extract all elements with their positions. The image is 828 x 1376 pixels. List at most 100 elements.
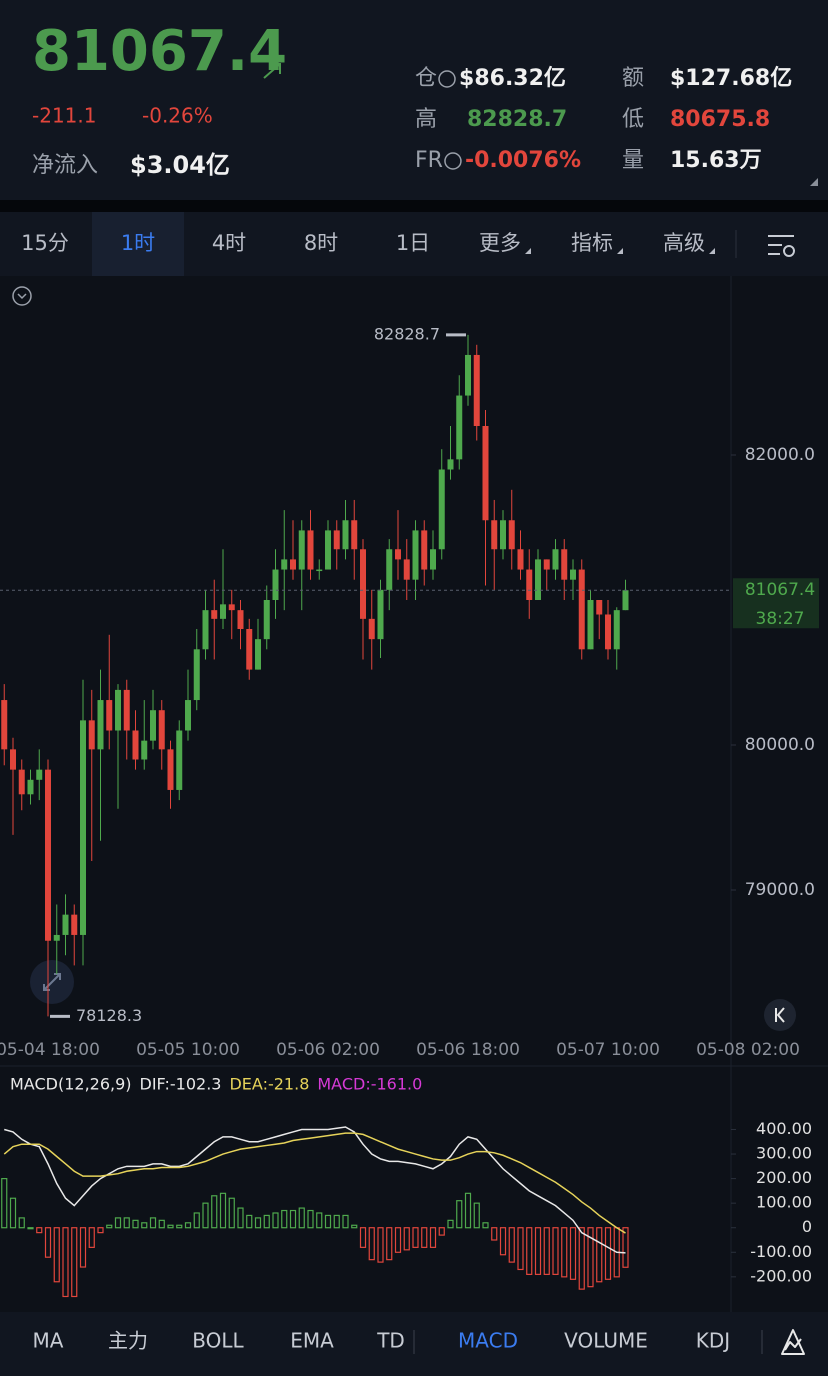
- candle-body: [45, 769, 51, 941]
- candle-body: [535, 559, 541, 600]
- macd-bar: [62, 1227, 69, 1298]
- candle-body: [298, 530, 305, 570]
- candle-body: [193, 649, 200, 701]
- candle-body: [62, 914, 69, 935]
- min-label: 78128.3: [76, 1006, 142, 1025]
- stat-value: 15.63万: [670, 148, 762, 173]
- macd-bar: [27, 1227, 34, 1230]
- back-to-latest[interactable]: [764, 999, 796, 1031]
- x-tick-label: 05-06 02:00: [276, 1040, 380, 1060]
- interval-tab[interactable]: 15分: [21, 231, 69, 255]
- interval-tab[interactable]: 1日: [396, 231, 430, 255]
- stat-label: 额: [622, 66, 644, 91]
- candle-body: [578, 569, 585, 650]
- candle-body: [211, 610, 218, 619]
- macd-bar: [543, 1227, 550, 1275]
- macd-bar: [167, 1224, 174, 1229]
- candle-body: [438, 469, 445, 550]
- info-icon[interactable]: [438, 70, 456, 88]
- macd-bar: [237, 1207, 244, 1229]
- candle-body: [272, 569, 279, 600]
- indicator-tab[interactable]: EMA: [290, 1329, 334, 1353]
- candle-body: [561, 549, 568, 580]
- macd-bar: [359, 1227, 367, 1248]
- x-tick-label: 05-08 02:00: [696, 1040, 800, 1060]
- macd-bar: [578, 1227, 585, 1290]
- candle-body: [570, 569, 576, 580]
- indicator-tab[interactable]: KDJ: [696, 1329, 730, 1353]
- stat-value: 82828.7: [467, 107, 567, 132]
- back-icon: [775, 1007, 785, 1023]
- candle-body: [255, 639, 261, 670]
- candle-body: [185, 700, 191, 731]
- interval-tab[interactable]: 8时: [304, 231, 338, 255]
- macd-bar: [254, 1217, 262, 1229]
- interval-tab[interactable]: 1时: [121, 231, 155, 255]
- macd-bar: [193, 1212, 200, 1229]
- draw-tool-icon[interactable]: [781, 1329, 805, 1355]
- candle-body: [106, 700, 113, 731]
- candle-body: [447, 459, 454, 470]
- legend-entry: DEA:-21.8: [229, 1075, 309, 1094]
- candle-body: [517, 549, 524, 570]
- macd-bar: [114, 1217, 122, 1229]
- macd-bar: [368, 1227, 375, 1261]
- candle-body: [587, 600, 594, 650]
- macd-bar: [88, 1227, 95, 1248]
- candle-body: [482, 426, 489, 521]
- interval-tab[interactable]: 4时: [212, 231, 246, 255]
- indicator-tab[interactable]: VOLUME: [564, 1329, 648, 1353]
- candle-body: [596, 600, 603, 615]
- candle-body: [465, 354, 471, 396]
- candle-body: [53, 934, 60, 941]
- macd-bar: [386, 1227, 393, 1261]
- macd-bar: [202, 1202, 209, 1229]
- macd-title: MACD(12,26,9): [10, 1075, 132, 1094]
- macd-bar: [561, 1227, 568, 1278]
- stat-label: 高: [415, 107, 437, 132]
- x-tick-label: 05-06 18:00: [416, 1040, 520, 1060]
- candle-body: [403, 559, 410, 580]
- macd-bar: [622, 1227, 629, 1268]
- indicator-tab[interactable]: TD: [376, 1329, 405, 1353]
- settings-icon[interactable]: [768, 235, 795, 257]
- indicator-tab[interactable]: MA: [33, 1329, 64, 1353]
- collapse-icon[interactable]: [12, 286, 32, 306]
- interval-tab[interactable]: 更多: [479, 231, 521, 255]
- macd-bar: [9, 1197, 17, 1229]
- indicator-tab[interactable]: BOLL: [192, 1329, 244, 1353]
- dropdown-triangle: [709, 248, 715, 254]
- macd-bar: [464, 1192, 472, 1229]
- macd-bar: [272, 1212, 279, 1229]
- candle-body: [123, 689, 130, 731]
- interval-tab[interactable]: 指标: [571, 231, 613, 255]
- candle-body: [412, 530, 419, 580]
- y-tick-label: 100.00: [756, 1193, 812, 1212]
- macd-bar: [18, 1217, 25, 1229]
- info-icon[interactable]: [444, 152, 462, 170]
- macd-bar: [36, 1227, 43, 1234]
- y-tick-label: 300.00: [756, 1144, 812, 1163]
- candle-body: [368, 618, 375, 640]
- y-tick-label: 80000.0: [745, 735, 815, 755]
- indicator-tab[interactable]: MACD: [458, 1329, 518, 1353]
- macd-bar: [158, 1219, 165, 1229]
- macd-bar: [71, 1227, 78, 1298]
- macd-bar: [132, 1219, 139, 1229]
- y-tick-label: 82000.0: [745, 445, 815, 465]
- macd-bar: [176, 1224, 183, 1229]
- indicator-tab[interactable]: 主力: [108, 1329, 148, 1353]
- x-tick-label: 05-07 10:00: [556, 1040, 660, 1060]
- candle-body: [1, 700, 8, 750]
- macd-bar: [79, 1227, 87, 1268]
- interval-tab[interactable]: 高级: [663, 231, 705, 255]
- macd-bar: [263, 1214, 270, 1229]
- candle-body: [281, 559, 288, 570]
- macd-bar: [211, 1195, 218, 1229]
- inflow-label: 净流入: [32, 153, 98, 178]
- stat-label: FR: [415, 148, 443, 173]
- candle-body: [333, 530, 340, 550]
- trend-arrow: [263, 63, 281, 79]
- legend-entry: DIF:-102.3: [140, 1075, 222, 1094]
